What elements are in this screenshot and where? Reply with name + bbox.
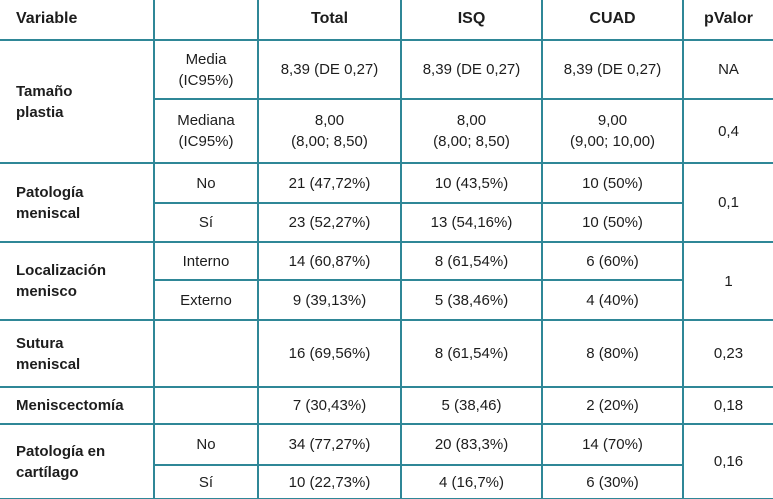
cell-total: 16 (69,56%) bbox=[258, 320, 402, 388]
subrow-label bbox=[154, 387, 259, 425]
cell-total: 34 (77,27%) bbox=[258, 424, 402, 466]
header-row: Variable Total ISQ CUAD pValor bbox=[0, 0, 773, 41]
group-label-tamano-plastia: Tamaño plastia bbox=[0, 40, 155, 164]
table-row: Mediana (IC95%) 8,00 (8,00; 8,50) 8,00 (… bbox=[0, 99, 773, 164]
cell-total: 8,00 (8,00; 8,50) bbox=[258, 99, 402, 164]
group-label-localizacion-menisco: Localización menisco bbox=[0, 242, 155, 321]
cell-total: 23 (52,27%) bbox=[258, 203, 402, 243]
subrow-label: Mediana (IC95%) bbox=[154, 99, 259, 164]
cell-cuad: 6 (30%) bbox=[542, 465, 684, 499]
cell-total: 7 (30,43%) bbox=[258, 387, 402, 425]
group-label-patologia-cartilago: Patología en cartílago bbox=[0, 424, 155, 499]
group-label-meniscectomia: Meniscectomía bbox=[0, 387, 155, 425]
cell-pvalor: 0,23 bbox=[683, 320, 773, 388]
cell-isq: 20 (83,3%) bbox=[401, 424, 543, 466]
table-row: Meniscectomía 7 (30,43%) 5 (38,46) 2 (20… bbox=[0, 387, 773, 425]
cell-isq: 8 (61,54%) bbox=[401, 320, 543, 388]
subrow-label: No bbox=[154, 424, 259, 466]
cell-pvalor: NA bbox=[683, 40, 773, 100]
subrow-label bbox=[154, 320, 259, 388]
cell-cuad: 8 (80%) bbox=[542, 320, 684, 388]
table-row: Localización menisco Interno 14 (60,87%)… bbox=[0, 242, 773, 321]
cell-cuad: 10 (50%) bbox=[542, 163, 684, 204]
table-row: Sutura meniscal 16 (69,56%) 8 (61,54%) 8… bbox=[0, 320, 773, 388]
header-cuad: CUAD bbox=[542, 0, 684, 41]
subrow-label: No bbox=[154, 163, 259, 204]
cell-total: 14 (60,87%) bbox=[258, 242, 402, 281]
cell-isq: 10 (43,5%) bbox=[401, 163, 543, 204]
table-row: Externo 9 (39,13%) 5 (38,46%) 4 (40%) bbox=[0, 280, 773, 321]
cell-isq: 8,00 (8,00; 8,50) bbox=[401, 99, 543, 164]
header-sub bbox=[154, 0, 259, 41]
cell-pvalor-shared: 1 bbox=[683, 242, 773, 321]
cell-pvalor-shared: 0,16 bbox=[683, 424, 773, 499]
cell-pvalor: 0,18 bbox=[683, 387, 773, 425]
cell-pvalor: 0,4 bbox=[683, 99, 773, 164]
subrow-label: Media (IC95%) bbox=[154, 40, 259, 100]
table-row: Tamaño plastia Media (IC95%) 8,39 (DE 0,… bbox=[0, 40, 773, 164]
cell-isq: 8 (61,54%) bbox=[401, 242, 543, 281]
group-label-patologia-meniscal: Patología meniscal bbox=[0, 163, 155, 243]
cell-total: 9 (39,13%) bbox=[258, 280, 402, 321]
cell-cuad: 14 (70%) bbox=[542, 424, 684, 466]
cell-isq: 13 (54,16%) bbox=[401, 203, 543, 243]
cell-isq: 4 (16,7%) bbox=[401, 465, 543, 499]
cell-total: 21 (47,72%) bbox=[258, 163, 402, 204]
cell-cuad: 2 (20%) bbox=[542, 387, 684, 425]
cell-pvalor-shared: 0,1 bbox=[683, 163, 773, 243]
group-label-sutura-meniscal: Sutura meniscal bbox=[0, 320, 155, 388]
subrow-label: Interno bbox=[154, 242, 259, 281]
cell-isq: 5 (38,46%) bbox=[401, 280, 543, 321]
cell-isq: 5 (38,46) bbox=[401, 387, 543, 425]
header-variable: Variable bbox=[0, 0, 155, 41]
header-isq: ISQ bbox=[401, 0, 543, 41]
table-row: Sí 23 (52,27%) 13 (54,16%) 10 (50%) bbox=[0, 203, 773, 243]
subrow-label: Sí bbox=[154, 203, 259, 243]
cell-cuad: 8,39 (DE 0,27) bbox=[542, 40, 684, 100]
cell-cuad: 9,00 (9,00; 10,00) bbox=[542, 99, 684, 164]
header-total: Total bbox=[258, 0, 402, 41]
subrow-label: Externo bbox=[154, 280, 259, 321]
cell-total: 8,39 (DE 0,27) bbox=[258, 40, 402, 100]
header-pvalor: pValor bbox=[683, 0, 773, 41]
cell-cuad: 6 (60%) bbox=[542, 242, 684, 281]
subrow-label: Sí bbox=[154, 465, 259, 499]
cell-isq: 8,39 (DE 0,27) bbox=[401, 40, 543, 100]
cell-total: 10 (22,73%) bbox=[258, 465, 402, 499]
table-row: Patología meniscal No 21 (47,72%) 10 (43… bbox=[0, 163, 773, 243]
cell-cuad: 10 (50%) bbox=[542, 203, 684, 243]
table-row: Patología en cartílago No 34 (77,27%) 20… bbox=[0, 424, 773, 499]
cell-cuad: 4 (40%) bbox=[542, 280, 684, 321]
table-row: Sí 10 (22,73%) 4 (16,7%) 6 (30%) bbox=[0, 465, 773, 499]
